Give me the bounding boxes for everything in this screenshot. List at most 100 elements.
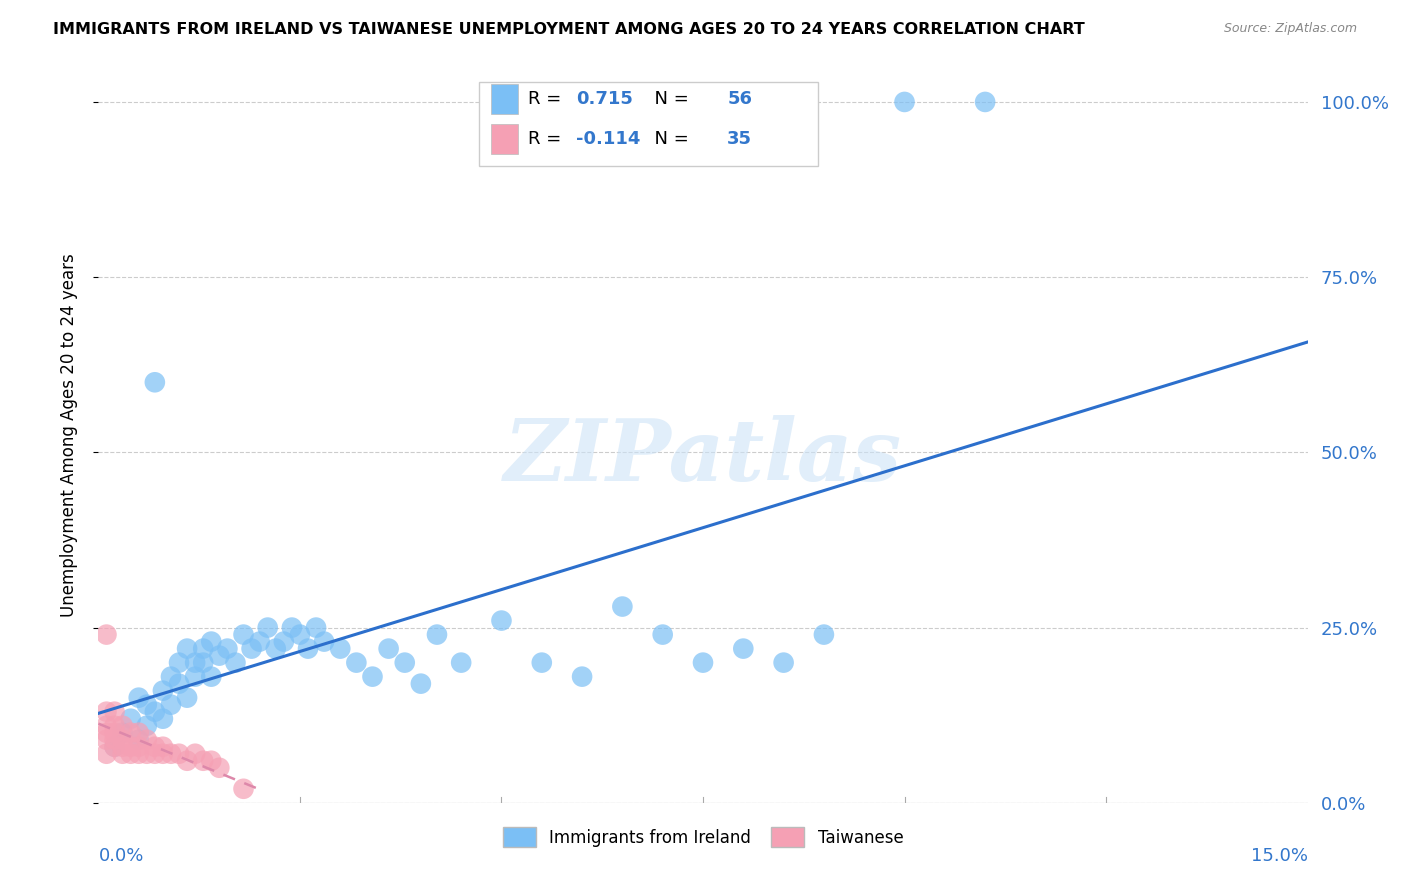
Point (160, 747, 183, 761)
Text: ZIPatlas: ZIPatlas (503, 415, 903, 499)
Text: N =: N = (643, 130, 695, 148)
Point (193, 656, 215, 670)
Point (143, 747, 166, 761)
Point (152, 739, 174, 754)
Point (120, 747, 142, 761)
Point (120, 739, 142, 754)
Point (264, 641, 287, 656)
Point (571, 670, 593, 684)
Point (120, 712, 142, 726)
Point (128, 732, 150, 747)
Point (111, 739, 134, 754)
Point (692, 656, 714, 670)
Point (111, 719, 134, 733)
Point (409, 676, 432, 690)
Point (96, 732, 118, 747)
Point (103, 725, 125, 739)
Point (167, 676, 190, 690)
Text: R =: R = (527, 90, 567, 108)
Point (217, 641, 239, 656)
Point (160, 698, 183, 712)
Point (305, 621, 328, 635)
Point (893, 95, 915, 109)
Point (193, 754, 215, 768)
Point (314, 634, 336, 648)
Point (143, 739, 166, 754)
Point (96, 719, 118, 733)
Point (135, 747, 157, 761)
Point (281, 621, 304, 635)
Point (249, 634, 271, 648)
Text: 0.0%: 0.0% (98, 847, 143, 865)
Point (135, 719, 157, 733)
Point (128, 690, 150, 705)
FancyBboxPatch shape (492, 124, 517, 153)
Point (176, 754, 198, 768)
Point (530, 656, 553, 670)
Point (344, 656, 367, 670)
Point (273, 634, 295, 648)
Point (200, 634, 222, 648)
Point (974, 95, 997, 109)
Point (208, 648, 231, 663)
Text: 15.0%: 15.0% (1250, 847, 1308, 865)
Point (128, 725, 150, 739)
Point (256, 621, 278, 635)
Point (96, 725, 118, 739)
Point (128, 739, 150, 754)
Point (167, 747, 190, 761)
Text: IMMIGRANTS FROM IRELAND VS TAIWANESE UNEMPLOYMENT AMONG AGES 20 TO 24 YEARS CORR: IMMIGRANTS FROM IRELAND VS TAIWANESE UNE… (53, 22, 1085, 37)
Point (772, 656, 794, 670)
Point (96, 747, 118, 761)
Point (224, 656, 246, 670)
Point (176, 690, 198, 705)
Point (103, 739, 125, 754)
Point (176, 641, 198, 656)
Point (232, 627, 254, 641)
Point (450, 656, 472, 670)
Point (361, 670, 384, 684)
Point (377, 641, 399, 656)
Point (103, 732, 125, 747)
Point (240, 641, 263, 656)
Point (96, 627, 118, 641)
Point (288, 627, 311, 641)
Point (103, 739, 125, 754)
Text: 56: 56 (727, 90, 752, 108)
Legend: Immigrants from Ireland, Taiwanese: Immigrants from Ireland, Taiwanese (496, 821, 910, 854)
Point (232, 781, 254, 796)
Point (135, 698, 157, 712)
Point (184, 656, 207, 670)
Point (160, 670, 183, 684)
Text: 35: 35 (727, 130, 752, 148)
Point (111, 732, 134, 747)
Point (103, 719, 125, 733)
Text: Source: ZipAtlas.com: Source: ZipAtlas.com (1223, 22, 1357, 36)
FancyBboxPatch shape (492, 85, 517, 114)
Point (184, 670, 207, 684)
Point (111, 725, 134, 739)
Point (394, 656, 416, 670)
Point (813, 627, 835, 641)
FancyBboxPatch shape (479, 81, 818, 166)
Point (184, 747, 207, 761)
Point (167, 656, 190, 670)
Point (612, 599, 634, 614)
Text: R =: R = (527, 130, 567, 148)
Point (491, 614, 513, 628)
Text: -0.114: -0.114 (576, 130, 640, 148)
Y-axis label: Unemployment Among Ages 20 to 24 years: Unemployment Among Ages 20 to 24 years (59, 253, 77, 616)
Point (208, 761, 231, 775)
Point (103, 705, 125, 719)
Text: 0.715: 0.715 (576, 90, 633, 108)
Point (96, 705, 118, 719)
Point (143, 705, 166, 719)
Point (733, 641, 755, 656)
Point (111, 747, 134, 761)
Point (426, 627, 449, 641)
Point (152, 747, 174, 761)
Text: N =: N = (643, 90, 695, 108)
Point (120, 725, 142, 739)
Point (152, 712, 174, 726)
Point (200, 670, 222, 684)
